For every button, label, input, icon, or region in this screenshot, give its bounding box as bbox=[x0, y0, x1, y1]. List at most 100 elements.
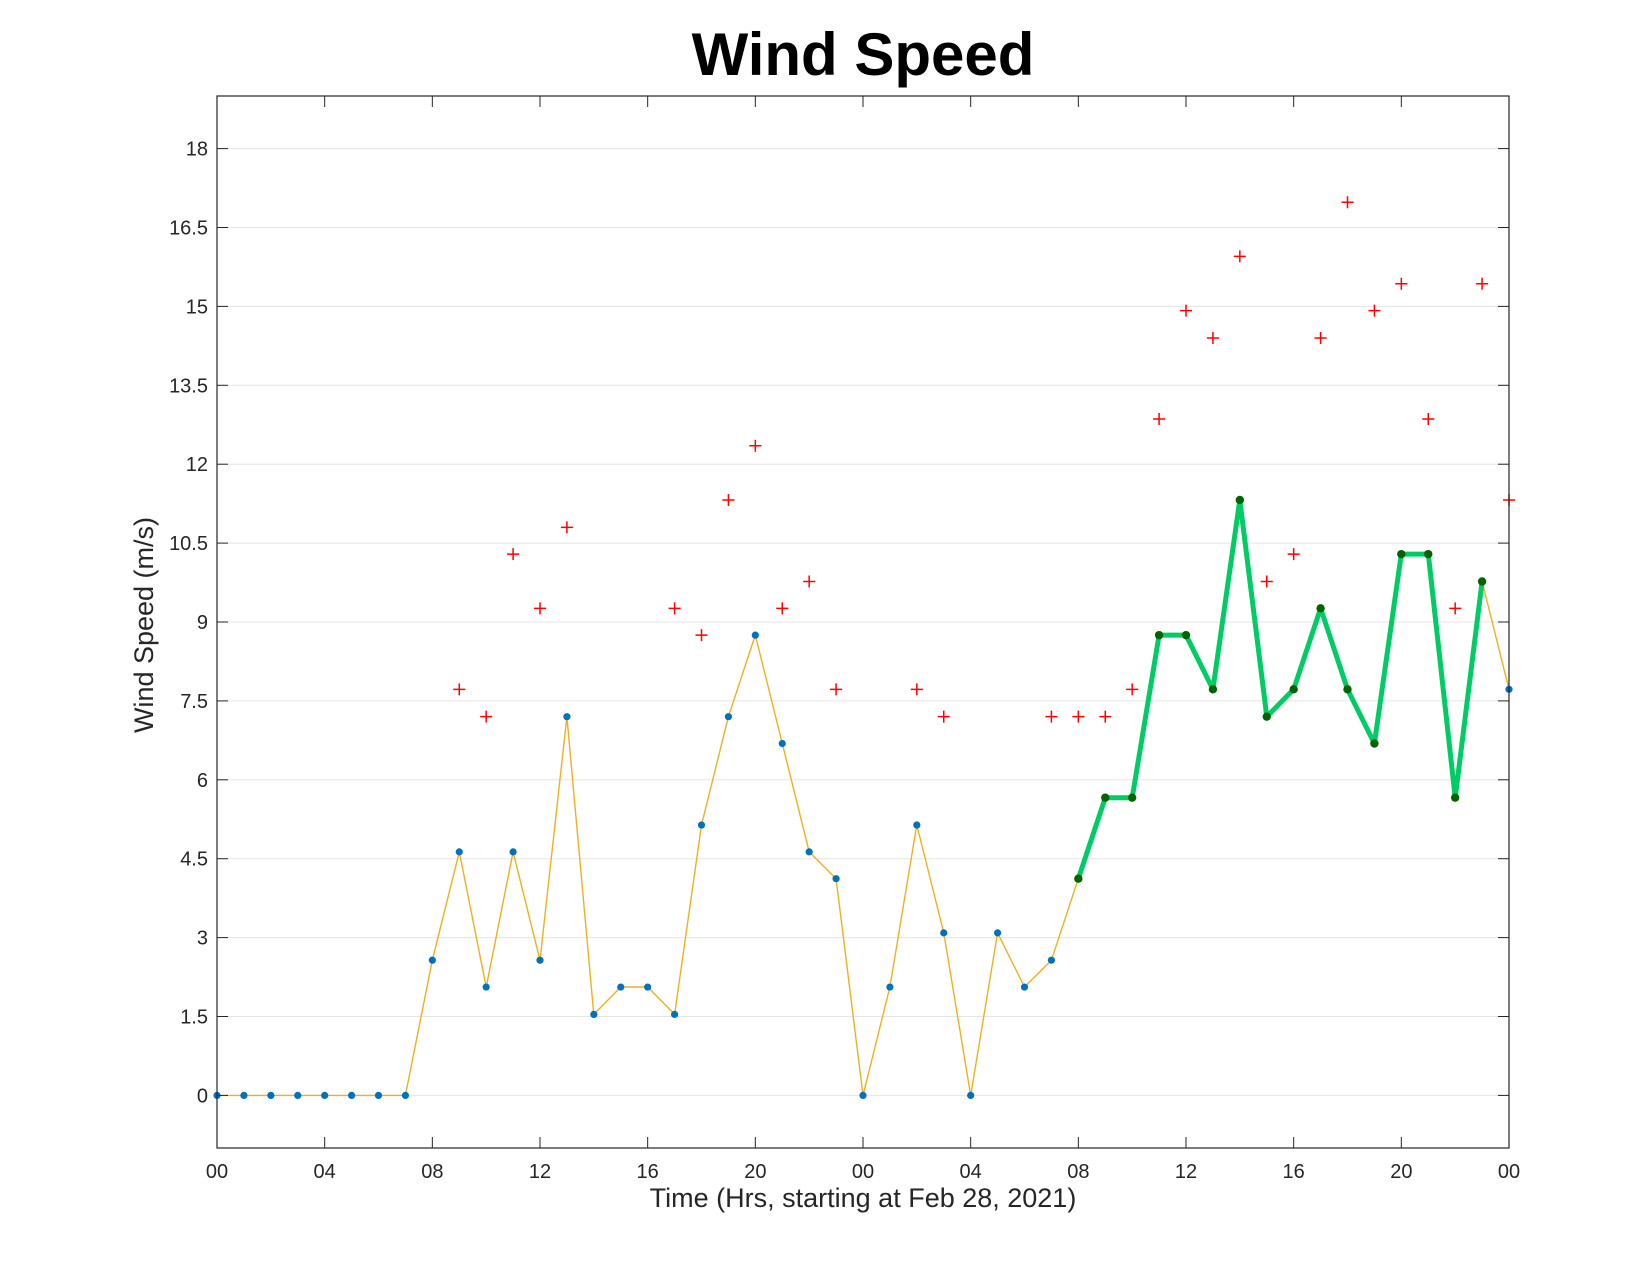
series-point-gust bbox=[560, 521, 573, 534]
series-point-highlight bbox=[1074, 874, 1083, 883]
y-tick-label: 10.5 bbox=[169, 533, 208, 555]
series-point-highlight bbox=[1450, 793, 1460, 802]
series-point-main bbox=[240, 1091, 248, 1099]
series-point-gust bbox=[1260, 575, 1273, 588]
series-point-highlight bbox=[1181, 630, 1191, 640]
series-point-highlight bbox=[1208, 685, 1218, 694]
series-point-gust bbox=[1126, 683, 1139, 696]
x-tick-label: 08 bbox=[421, 1161, 443, 1183]
series-point-main bbox=[886, 983, 894, 991]
series-point-gust bbox=[1099, 710, 1112, 723]
series-point-highlight bbox=[1477, 577, 1487, 586]
series-point-gust bbox=[534, 602, 546, 615]
series-point-gust bbox=[1045, 710, 1058, 723]
x-axis-label: Time (Hrs, starting at Feb 28, 2021) bbox=[650, 1183, 1077, 1213]
x-tick-label: 16 bbox=[637, 1161, 659, 1183]
series-point-gust bbox=[776, 602, 789, 615]
series-point-highlight bbox=[1370, 739, 1379, 748]
series-point-main bbox=[859, 1091, 867, 1099]
series-point-gust bbox=[1206, 331, 1219, 344]
x-tick-label: 04 bbox=[960, 1161, 982, 1183]
series-point-highlight bbox=[1235, 495, 1245, 505]
y-tick-label: 4.5 bbox=[180, 849, 208, 871]
series-point-highlight bbox=[1289, 685, 1298, 694]
series-point-main bbox=[1020, 983, 1029, 991]
series-point-highlight bbox=[1101, 793, 1110, 802]
x-tick-label: 04 bbox=[314, 1161, 336, 1183]
series-point-main bbox=[751, 631, 759, 639]
y-tick-label: 18 bbox=[186, 139, 208, 161]
y-axis-label: Wind Speed (m/s) bbox=[129, 517, 159, 733]
y-tick-label: 9 bbox=[197, 612, 208, 634]
series-point-main bbox=[832, 875, 840, 883]
series-point-highlight bbox=[1424, 549, 1433, 559]
series-point-gust bbox=[830, 683, 843, 696]
chart-title: Wind Speed bbox=[692, 21, 1035, 88]
series-point-gust bbox=[722, 493, 735, 506]
series-point-main bbox=[509, 848, 517, 856]
series-point-main bbox=[482, 983, 490, 991]
series-point-gust bbox=[1287, 548, 1300, 561]
y-tick-label: 13.5 bbox=[169, 375, 208, 397]
series-point-main bbox=[697, 821, 706, 829]
x-tick-label: 20 bbox=[744, 1161, 766, 1183]
series-point-main bbox=[724, 713, 733, 721]
y-tick-label: 16.5 bbox=[169, 218, 208, 240]
series-point-main bbox=[1047, 956, 1056, 964]
series-point-gust bbox=[803, 575, 816, 588]
series-point-gust bbox=[480, 710, 493, 723]
series-point-gust bbox=[749, 439, 762, 452]
series-point-gust bbox=[1180, 304, 1192, 317]
series-point-main bbox=[347, 1091, 356, 1099]
series-point-highlight bbox=[1343, 685, 1352, 694]
y-tick-label: 0 bbox=[197, 1085, 208, 1107]
series-point-main bbox=[294, 1091, 302, 1099]
series-point-highlight bbox=[1127, 793, 1137, 802]
series-point-main bbox=[617, 983, 625, 991]
series-line-main bbox=[217, 499, 1510, 1097]
x-tick-label: 12 bbox=[1175, 1161, 1197, 1183]
series-point-main bbox=[778, 739, 786, 748]
series-point-main bbox=[805, 848, 813, 856]
series-point-main bbox=[374, 1091, 383, 1099]
y-tick-label: 3 bbox=[197, 928, 208, 950]
series-line-highlight bbox=[1075, 497, 1485, 880]
y-tick-label: 12 bbox=[186, 454, 208, 476]
series-point-main bbox=[455, 848, 463, 856]
y-tick-label: 7.5 bbox=[180, 691, 208, 713]
series-point-main bbox=[940, 929, 948, 937]
series-point-highlight bbox=[1262, 712, 1271, 721]
series-point-gust bbox=[1314, 331, 1327, 344]
series-point-main bbox=[563, 713, 571, 721]
series-point-main bbox=[401, 1091, 410, 1099]
y-tick-label: 6 bbox=[197, 770, 208, 792]
series-point-main bbox=[267, 1091, 275, 1099]
series-point-main bbox=[644, 983, 652, 991]
axes-layer: 0 1.5 3 4.5 6 7.5 9 10.5 12 13.5 15 16.5 18 00 04 08 12 1… bbox=[169, 95, 1520, 1183]
x-tick-label: 08 bbox=[1067, 1161, 1089, 1183]
series-point-highlight bbox=[1397, 549, 1406, 559]
series-point-highlight bbox=[1154, 630, 1164, 640]
x-tick-label: 00 bbox=[852, 1161, 874, 1183]
series-point-main bbox=[428, 956, 436, 964]
series-point-gust bbox=[1422, 412, 1435, 425]
x-tick-label: 20 bbox=[1390, 1161, 1412, 1183]
series-point-gust bbox=[937, 710, 950, 723]
series-point-gust bbox=[1072, 710, 1085, 723]
x-tick-label: 16 bbox=[1283, 1161, 1305, 1183]
series-point-gust bbox=[1368, 304, 1381, 317]
y-tick-label: 15 bbox=[186, 296, 208, 318]
series-point-gust bbox=[1233, 250, 1246, 263]
series-point-main bbox=[536, 956, 544, 964]
series-point-gust bbox=[695, 629, 708, 642]
x-tick-label: 12 bbox=[529, 1161, 551, 1183]
series-point-gust bbox=[1449, 602, 1462, 615]
series-point-gust bbox=[668, 602, 681, 615]
series-point-main bbox=[967, 1091, 975, 1099]
x-tick-label: 00 bbox=[1498, 1161, 1520, 1183]
series-point-gust bbox=[1341, 196, 1354, 209]
series-point-gust bbox=[507, 548, 520, 561]
series-point-main bbox=[590, 1010, 598, 1018]
series-point-highlight bbox=[1316, 604, 1325, 613]
